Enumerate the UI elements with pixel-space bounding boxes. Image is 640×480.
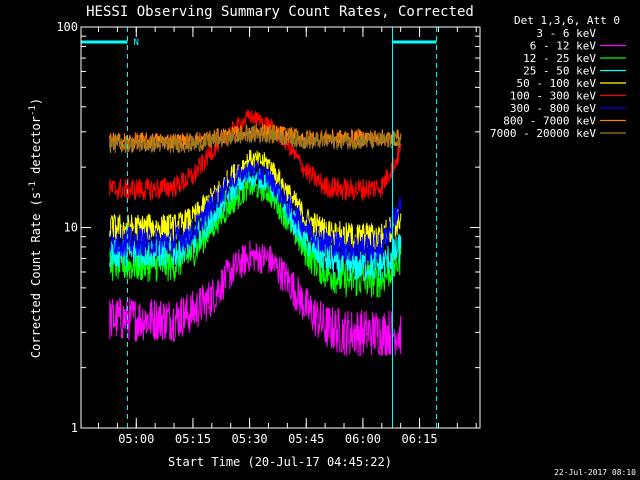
legend-entry: 300 - 800 keV — [510, 102, 596, 115]
series-9 — [109, 126, 402, 154]
series-line-2 — [109, 240, 402, 357]
legend-entry: 6 - 12 keV — [530, 40, 597, 53]
x-tick-label: 05:15 — [175, 432, 211, 446]
series-line-5 — [109, 149, 402, 251]
series-line-7 — [109, 160, 402, 262]
legend-entry: 50 - 100 keV — [517, 77, 597, 90]
legend-entry: 25 - 50 keV — [523, 65, 596, 78]
x-tick-label: 06:00 — [345, 432, 381, 446]
x-tick-label: 05:00 — [118, 432, 154, 446]
y-tick-label: 10 — [64, 221, 78, 235]
legend-entry: 12 - 25 keV — [523, 52, 596, 65]
series-line-6 — [109, 108, 402, 202]
night-label: N — [133, 38, 138, 48]
series-1 — [109, 146, 402, 193]
y-axis-label: Corrected Count Rate (s-1 detector-1) — [28, 98, 43, 358]
axes: 1 10 100 05:00 05:15 05:30 05:45 06:00 06:15 — [56, 20, 481, 446]
series-5 — [109, 149, 402, 251]
y-tick-label: 100 — [56, 20, 78, 34]
x-axis-label: Start Time (20-Jul-17 04:45:22) — [168, 455, 392, 469]
chart-title: HESSI Observing Summary Count Rates, Cor… — [86, 4, 474, 20]
x-tick-label: 05:45 — [288, 432, 324, 446]
timestamp: 22-Jul-2017 08:10 — [554, 468, 636, 477]
series-line-1 — [109, 146, 402, 193]
legend-entry: 3 - 6 keV — [536, 27, 596, 40]
legend-entry: 100 - 300 keV — [510, 90, 596, 103]
legend-entry: 800 - 7000 keV — [503, 115, 596, 128]
series-6 — [109, 108, 402, 202]
x-tick-label: 05:30 — [232, 432, 268, 446]
legend-title: Det 1,3,6, Att 0 — [514, 14, 620, 27]
series-2 — [109, 240, 402, 357]
series-7 — [109, 160, 402, 262]
legend-entry: 7000 - 20000 keV — [490, 127, 596, 140]
x-tick-label: 06:15 — [402, 432, 438, 446]
y-tick-label: 1 — [71, 421, 78, 435]
series-line-9 — [109, 126, 402, 154]
